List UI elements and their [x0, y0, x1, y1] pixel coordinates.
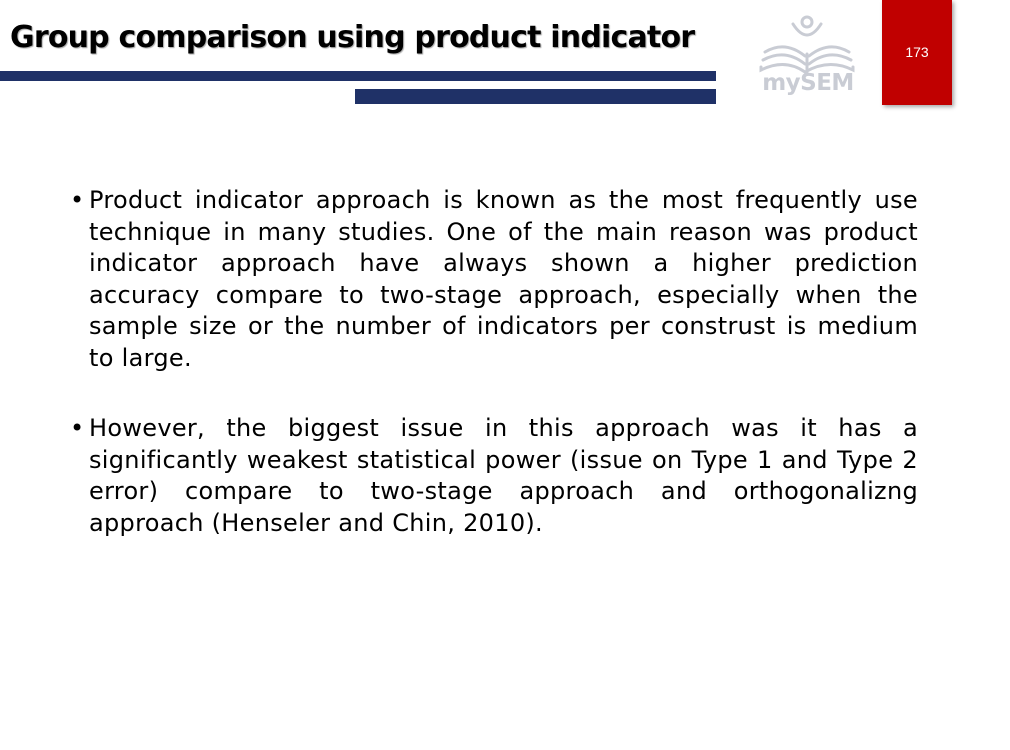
bullet-text: Product indicator approach is known as t… — [89, 186, 918, 372]
logo-text: mySEM — [762, 70, 854, 96]
page-number-box: 173 — [882, 0, 952, 105]
bullet-dot-icon: • — [70, 186, 85, 214]
bullet-dot-icon: • — [70, 414, 85, 442]
title-accent-bar — [355, 89, 716, 104]
title-underline-bar — [0, 71, 716, 81]
open-book-logo-icon — [759, 15, 855, 74]
bullet-list: • Product indicator approach is known as … — [70, 185, 918, 578]
slide-title: Group comparison using product indicator — [10, 20, 695, 55]
bullet-item: • Product indicator approach is known as … — [70, 185, 918, 374]
bullet-text: However, the biggest issue in this appro… — [89, 414, 918, 537]
page-number: 173 — [905, 44, 929, 60]
bullet-item: • However, the biggest issue in this appr… — [70, 413, 918, 539]
